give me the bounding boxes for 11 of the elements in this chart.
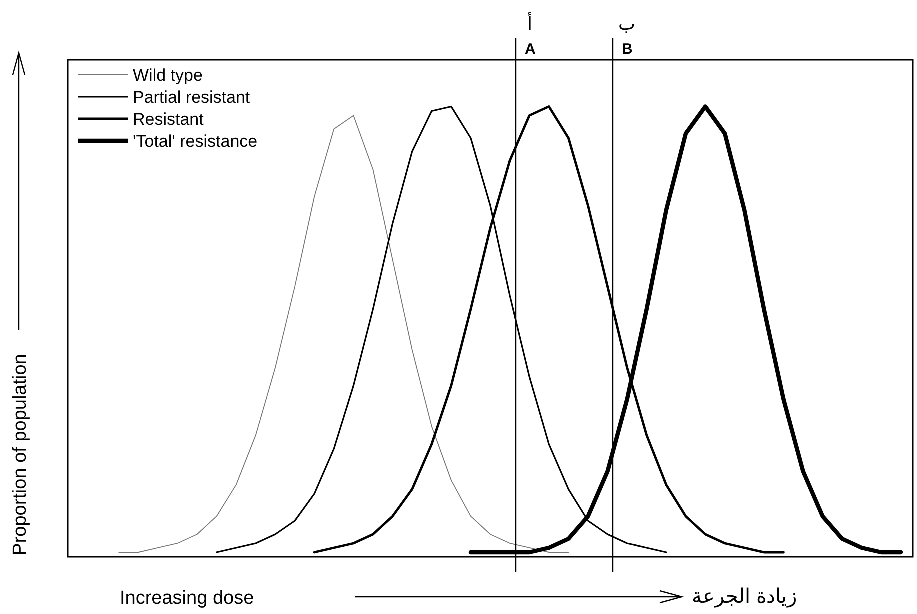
- legend-label: 'Total' resistance: [133, 132, 258, 151]
- text: B: [622, 41, 633, 58]
- legend-label: Wild type: [133, 66, 203, 85]
- text: ب: [618, 14, 636, 34]
- legend-label: Resistant: [133, 110, 204, 129]
- legend-label: Partial resistant: [133, 88, 250, 107]
- y-axis-title: Proportion of population: [10, 354, 31, 556]
- text: أ: [528, 12, 532, 34]
- text: A: [525, 41, 536, 58]
- text: زيادة الجرعة: [692, 586, 798, 608]
- x-axis-title: Increasing dose: [120, 588, 254, 609]
